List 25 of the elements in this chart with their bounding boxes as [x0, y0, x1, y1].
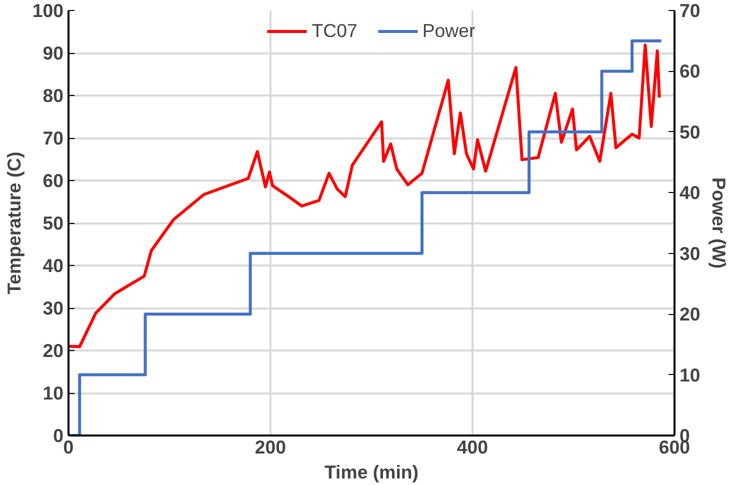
x-tick-label: 200 — [254, 436, 286, 458]
legend-label: Power — [422, 20, 476, 42]
y-tick-label: 80 — [42, 85, 64, 106]
y2-tick-label: 70 — [680, 0, 700, 21]
y2-tick-label: 50 — [680, 121, 700, 142]
y2-tick-label: 10 — [680, 364, 700, 386]
y-tick-label: 70 — [42, 128, 64, 148]
x-tick-label: 400 — [456, 436, 488, 458]
y2-tick-label: 20 — [680, 304, 700, 325]
y-tick-label: 10 — [42, 382, 64, 404]
y-tick-label: 60 — [42, 170, 64, 191]
y2-axis-title: Power (W) — [708, 177, 730, 269]
y-tick-label: 100 — [32, 0, 64, 21]
y2-tick-label: 40 — [680, 182, 700, 204]
legend-label: TC07 — [312, 20, 358, 42]
y-tick-label: 90 — [42, 42, 64, 64]
y-tick-label: 50 — [42, 212, 64, 234]
y-tick-label: 20 — [42, 340, 64, 361]
x-axis-title: Time (min) — [324, 462, 418, 482]
y-tick-label: 30 — [42, 298, 64, 318]
y-tick-label: 40 — [42, 255, 64, 276]
line-series — [68, 43, 661, 348]
y2-tick-label: 30 — [680, 242, 700, 264]
y2-tick-label: 60 — [680, 60, 700, 82]
y-axis-title: Temperature (C) — [3, 152, 24, 294]
